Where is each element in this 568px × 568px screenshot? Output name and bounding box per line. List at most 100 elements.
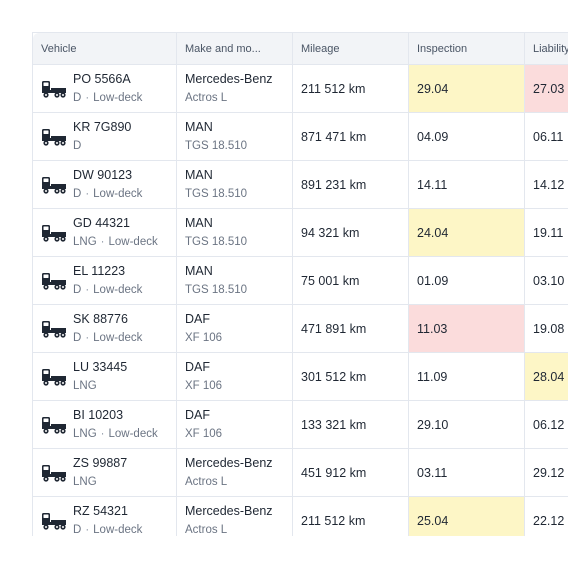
table-row[interactable]: ZS 99887 LNG Mercedes-Benz Actros L 451 912 …: [32, 448, 568, 497]
liability-date-cell[interactable]: 14.12: [524, 160, 568, 209]
vehicle-cell[interactable]: PO 5566A D · Low-deck: [32, 64, 177, 113]
inspection-date-cell[interactable]: 25.04: [408, 496, 525, 536]
inspection-date-cell[interactable]: 03.11: [408, 448, 525, 497]
liability-date-cell[interactable]: 27.03: [524, 64, 568, 113]
mileage-cell[interactable]: 871 471 km: [292, 112, 409, 161]
column-header-vehicle[interactable]: Vehicle: [32, 32, 177, 65]
deck-type: Low-deck: [108, 427, 158, 440]
make: MAN: [185, 263, 213, 278]
column-header-liability[interactable]: Liability: [524, 32, 568, 65]
make: DAF: [185, 359, 210, 374]
make-model-cell[interactable]: MAN TGS 18.510: [176, 160, 293, 209]
column-header-make-model[interactable]: Make and mo...: [176, 32, 293, 65]
column-header-inspection[interactable]: Inspection: [408, 32, 525, 65]
inspection-date-cell[interactable]: 01.09: [408, 256, 525, 305]
liability-date-cell[interactable]: 19.11: [524, 208, 568, 257]
vehicle-cell[interactable]: KR 7G890 D: [32, 112, 177, 161]
mileage-cell[interactable]: 75 001 km: [292, 256, 409, 305]
inspection-date-cell[interactable]: 29.04: [408, 64, 525, 113]
make: DAF: [185, 311, 210, 326]
model: TGS 18.510: [185, 139, 248, 152]
model: TGS 18.510: [185, 283, 248, 296]
model: Actros L: [185, 91, 228, 104]
make-model-cell[interactable]: DAF XF 106: [176, 304, 293, 353]
mileage-cell[interactable]: 891 231 km: [292, 160, 409, 209]
model: XF 106: [185, 331, 223, 344]
make-model-cell[interactable]: DAF XF 106: [176, 400, 293, 449]
table-row[interactable]: GD 44321 LNG · Low-deck MAN TGS 18.510 94 321 …: [32, 208, 568, 257]
liability-date-cell[interactable]: 28.04: [524, 352, 568, 401]
table-row[interactable]: SK 88776 D · Low-deck DAF XF 106 471 891 km 11.…: [32, 304, 568, 353]
fuel-type: LNG: [73, 475, 97, 488]
inspection-date-cell[interactable]: 14.11: [408, 160, 525, 209]
truck-icon: [41, 511, 67, 531]
table-row[interactable]: BI 10203 LNG · Low-deck DAF XF 106 133 321 km 2…: [32, 400, 568, 449]
make-model-cell[interactable]: Mercedes-Benz Actros L: [176, 496, 293, 536]
make-model-cell[interactable]: DAF XF 106: [176, 352, 293, 401]
column-header-mileage[interactable]: Mileage: [292, 32, 409, 65]
deck-type: Low-deck: [93, 187, 143, 200]
truck-icon: [41, 79, 67, 99]
vehicle-cell[interactable]: GD 44321 LNG · Low-deck: [32, 208, 177, 257]
vehicle-cell[interactable]: BI 10203 LNG · Low-deck: [32, 400, 177, 449]
liability-date-cell[interactable]: 29.12: [524, 448, 568, 497]
truck-icon: [41, 271, 67, 291]
liability-date-cell[interactable]: 03.10: [524, 256, 568, 305]
inspection-date-cell[interactable]: 11.09: [408, 352, 525, 401]
vehicle-cell[interactable]: EL 11223 D · Low-deck: [32, 256, 177, 305]
separator-dot: ·: [100, 427, 105, 440]
liability-date-cell[interactable]: 06.12: [524, 400, 568, 449]
liability-date-cell[interactable]: 06.11: [524, 112, 568, 161]
inspection-date-cell[interactable]: 11.03: [408, 304, 525, 353]
vehicle-table: Vehicle Make and mo... Mileage Inspectio…: [32, 32, 568, 536]
model: Actros L: [185, 475, 228, 488]
vehicle-cell[interactable]: LU 33445 LNG: [32, 352, 177, 401]
vehicle-cell[interactable]: RZ 54321 D · Low-deck: [32, 496, 177, 536]
make-model-cell[interactable]: MAN TGS 18.510: [176, 112, 293, 161]
make-model-cell[interactable]: MAN TGS 18.510: [176, 208, 293, 257]
table-row[interactable]: EL 11223 D · Low-deck MAN TGS 18.510 75 001 km…: [32, 256, 568, 305]
table-row[interactable]: KR 7G890 D MAN TGS 18.510 871 471 km 04.09 06.…: [32, 112, 568, 161]
table-row[interactable]: LU 33445 LNG DAF XF 106 301 512 km 11.09 28.04: [32, 352, 568, 401]
vehicle-cell[interactable]: DW 90123 D · Low-deck: [32, 160, 177, 209]
make-model-cell[interactable]: Mercedes-Benz Actros L: [176, 448, 293, 497]
inspection-date-cell[interactable]: 04.09: [408, 112, 525, 161]
mileage-cell[interactable]: 94 321 km: [292, 208, 409, 257]
truck-icon: [41, 415, 67, 435]
model: TGS 18.510: [185, 235, 248, 248]
fuel-type: D: [73, 187, 82, 200]
separator-dot: ·: [100, 235, 105, 248]
separator-dot: ·: [85, 187, 90, 200]
mileage-cell[interactable]: 471 891 km: [292, 304, 409, 353]
vehicle-cell[interactable]: ZS 99887 LNG: [32, 448, 177, 497]
deck-type: Low-deck: [108, 235, 158, 248]
plate-number: RZ 54321: [73, 503, 128, 518]
fuel-type: D: [73, 139, 82, 152]
mileage-cell[interactable]: 451 912 km: [292, 448, 409, 497]
liability-date-cell[interactable]: 19.08: [524, 304, 568, 353]
inspection-date-cell[interactable]: 29.10: [408, 400, 525, 449]
truck-icon: [41, 367, 67, 387]
inspection-date-cell[interactable]: 24.04: [408, 208, 525, 257]
make-model-cell[interactable]: MAN TGS 18.510: [176, 256, 293, 305]
make: MAN: [185, 215, 213, 230]
table-row[interactable]: RZ 54321 D · Low-deck Mercedes-Benz Actros L 2…: [32, 496, 568, 536]
make-model-cell[interactable]: Mercedes-Benz Actros L: [176, 64, 293, 113]
deck-type: Low-deck: [93, 91, 143, 104]
deck-type: Low-deck: [93, 283, 143, 296]
mileage-cell[interactable]: 211 512 km: [292, 496, 409, 536]
liability-date-cell[interactable]: 22.12: [524, 496, 568, 536]
table-row[interactable]: DW 90123 D · Low-deck MAN TGS 18.510 891 231 k…: [32, 160, 568, 209]
make: Mercedes-Benz: [185, 71, 273, 86]
truck-icon: [41, 319, 67, 339]
mileage-cell[interactable]: 133 321 km: [292, 400, 409, 449]
vehicle-table-container: Vehicle Make and mo... Mileage Inspectio…: [32, 32, 568, 536]
table-row[interactable]: PO 5566A D · Low-deck Mercedes-Benz Actros L 2…: [32, 64, 568, 113]
table-header-row: Vehicle Make and mo... Mileage Inspectio…: [32, 32, 568, 65]
mileage-cell[interactable]: 301 512 km: [292, 352, 409, 401]
make: DAF: [185, 407, 210, 422]
mileage-cell[interactable]: 211 512 km: [292, 64, 409, 113]
separator-dot: ·: [85, 331, 90, 344]
fuel-type: D: [73, 91, 82, 104]
vehicle-cell[interactable]: SK 88776 D · Low-deck: [32, 304, 177, 353]
